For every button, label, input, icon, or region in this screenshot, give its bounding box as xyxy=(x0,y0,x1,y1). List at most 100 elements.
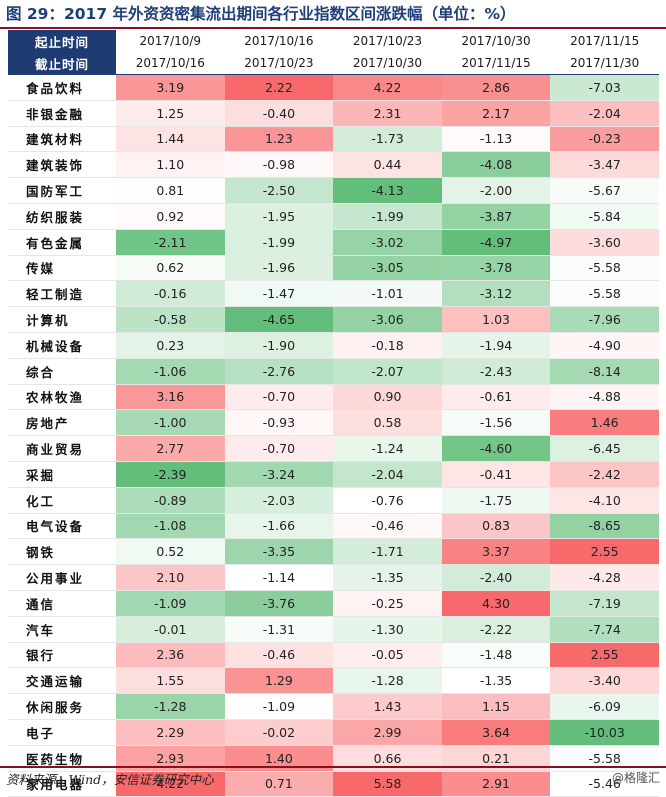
table-row: 休闲服务 -1.28 -1.09 1.43 1.15 -6.09 xyxy=(8,693,659,720)
return-cell: -1.09 xyxy=(224,693,334,720)
industry-name: 机械设备 xyxy=(8,332,116,359)
table-row: 电子 2.29 -0.02 2.99 3.64 -10.03 xyxy=(8,719,659,746)
return-cell: -1.35 xyxy=(441,667,551,695)
return-cell: -0.41 xyxy=(441,461,551,488)
industry-name: 电子 xyxy=(8,719,116,746)
source-note: 资料来源：Wind，安信证券研究中心 xyxy=(6,772,214,787)
table-row: 通信 -1.09 -3.76 -0.25 4.30 -7.19 xyxy=(8,590,659,617)
return-cell: 2.86 xyxy=(441,74,551,101)
return-cell: -2.03 xyxy=(224,487,334,514)
industry-name: 交通运输 xyxy=(8,667,116,695)
return-cell: 5.58 xyxy=(333,771,442,797)
return-cell: -2.43 xyxy=(441,358,551,385)
return-cell: 4.22 xyxy=(333,74,442,101)
table-row: 纺织服装 0.92 -1.95 -1.99 -3.87 -5.84 xyxy=(8,203,659,230)
return-cell: -4.13 xyxy=(333,177,442,204)
return-cell: 0.92 xyxy=(116,203,225,230)
return-cell: -4.65 xyxy=(224,306,334,333)
return-cell: -0.98 xyxy=(224,151,334,179)
return-cell: -3.47 xyxy=(550,151,659,179)
return-cell: -5.67 xyxy=(550,177,659,204)
return-cell: 3.37 xyxy=(441,538,551,566)
return-cell: -0.01 xyxy=(116,616,225,643)
return-cell: -3.40 xyxy=(550,667,659,695)
return-cell: -0.23 xyxy=(550,126,659,153)
return-cell: 2.91 xyxy=(441,771,551,797)
industry-name: 国防军工 xyxy=(8,177,116,204)
return-cell: -2.40 xyxy=(441,564,551,591)
return-cell: -2.11 xyxy=(116,229,225,256)
return-cell: 0.23 xyxy=(116,332,225,359)
return-cell: -1.56 xyxy=(441,409,551,437)
return-cell: 2.36 xyxy=(116,642,225,669)
industry-name: 计算机 xyxy=(8,306,116,333)
return-cell: -0.89 xyxy=(116,487,225,514)
return-cell: -1.35 xyxy=(333,564,442,591)
return-cell: 2.77 xyxy=(116,435,225,462)
table-row: 建筑装饰 1.10 -0.98 0.44 -4.08 -3.47 xyxy=(8,151,659,179)
table-row: 电气设备 -1.08 -1.66 -0.46 0.83 -8.65 xyxy=(8,513,659,540)
table-row: 建筑材料 1.44 1.23 -1.73 -1.13 -0.23 xyxy=(8,126,659,153)
return-cell: -0.58 xyxy=(116,306,225,333)
return-cell: -7.19 xyxy=(550,590,659,617)
table-row: 交通运输 1.55 1.29 -1.28 -1.35 -3.40 xyxy=(8,667,659,695)
return-cell: -0.46 xyxy=(224,642,334,669)
industry-name: 房地产 xyxy=(8,409,116,437)
return-cell: -2.39 xyxy=(116,461,225,488)
table-row: 轻工制造 -0.16 -1.47 -1.01 -3.12 -5.58 xyxy=(8,280,659,308)
table-row: 银行 2.36 -0.46 -0.05 -1.48 2.55 xyxy=(8,642,659,669)
return-cell: 0.62 xyxy=(116,255,225,282)
return-cell: 2.10 xyxy=(116,564,225,591)
return-cell: -1.48 xyxy=(441,642,551,669)
industry-name: 电气设备 xyxy=(8,513,116,540)
return-cell: -4.10 xyxy=(550,487,659,514)
return-cell: -1.06 xyxy=(116,358,225,385)
return-cell: -8.65 xyxy=(550,513,659,540)
return-cell: -1.00 xyxy=(116,409,225,437)
return-cell: -1.28 xyxy=(116,693,225,720)
return-cell: -3.60 xyxy=(550,229,659,256)
industry-name: 通信 xyxy=(8,590,116,617)
period-end-date: 2017/10/23 xyxy=(224,52,334,75)
return-cell: -1.08 xyxy=(116,513,225,540)
return-cell: -3.12 xyxy=(441,280,551,308)
return-cell: 0.58 xyxy=(333,409,442,437)
return-cell: 2.22 xyxy=(224,74,334,101)
table-row: 非银金融 1.25 -0.40 2.31 2.17 -2.04 xyxy=(8,100,659,127)
return-cell: 1.29 xyxy=(224,667,334,695)
return-cell: -1.75 xyxy=(441,487,551,514)
period-start-date: 2017/10/9 xyxy=(116,30,225,52)
table-header: 起止时间 2017/10/9 2017/10/16 2017/10/23 201… xyxy=(8,30,659,75)
return-cell: -7.96 xyxy=(550,306,659,333)
period-end-date: 2017/10/16 xyxy=(116,52,225,75)
return-cell: -0.93 xyxy=(224,409,334,437)
return-cell: 2.17 xyxy=(441,100,551,127)
return-cell: -0.05 xyxy=(333,642,442,669)
industry-name: 农林牧渔 xyxy=(8,384,116,411)
start-time-label: 起止时间 xyxy=(8,30,116,52)
return-cell: 1.46 xyxy=(550,409,659,437)
return-cell: -5.84 xyxy=(550,203,659,230)
industry-name: 纺织服装 xyxy=(8,203,116,230)
industry-name: 银行 xyxy=(8,642,116,669)
table-row: 有色金属 -2.11 -1.99 -3.02 -4.97 -3.60 xyxy=(8,229,659,256)
return-cell: -8.14 xyxy=(550,358,659,385)
table-row: 采掘 -2.39 -3.24 -2.04 -0.41 -2.42 xyxy=(8,461,659,488)
return-cell: -1.94 xyxy=(441,332,551,359)
table-row: 国防军工 0.81 -2.50 -4.13 -2.00 -5.67 xyxy=(8,177,659,204)
return-cell: 2.31 xyxy=(333,100,442,127)
watermark-text: @格隆汇 xyxy=(611,771,660,785)
return-cell: -0.18 xyxy=(333,332,442,359)
return-cell: -3.02 xyxy=(333,229,442,256)
industry-name: 公用事业 xyxy=(8,564,116,591)
return-cell: -3.87 xyxy=(441,203,551,230)
return-cell: -1.47 xyxy=(224,280,334,308)
return-cell: -3.76 xyxy=(224,590,334,617)
table-row: 综合 -1.06 -2.76 -2.07 -2.43 -8.14 xyxy=(8,358,659,385)
return-cell: -2.76 xyxy=(224,358,334,385)
return-cell: 2.99 xyxy=(333,719,442,746)
return-cell: -1.90 xyxy=(224,332,334,359)
title-divider xyxy=(0,27,666,29)
return-cell: -1.31 xyxy=(224,616,334,643)
industry-name: 建筑材料 xyxy=(8,126,116,153)
